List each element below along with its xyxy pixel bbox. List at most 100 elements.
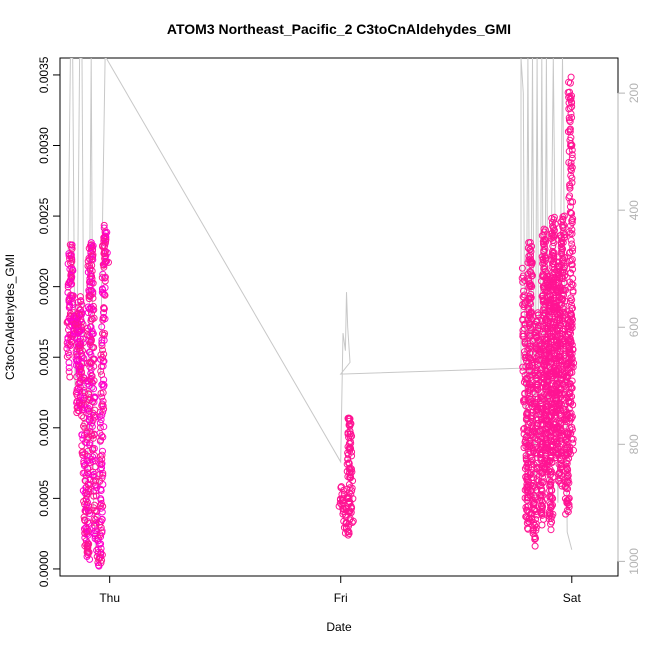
- data-point: [545, 508, 553, 516]
- data-point: [545, 512, 553, 520]
- data-point: [103, 257, 111, 265]
- data-point: [79, 405, 87, 413]
- data-point: [100, 313, 108, 321]
- data-point: [565, 114, 573, 122]
- data-point: [552, 301, 560, 308]
- data-point: [565, 495, 572, 503]
- data-point: [100, 405, 108, 413]
- data-point: [68, 258, 76, 266]
- data-point: [100, 234, 108, 242]
- data-point: [569, 288, 577, 296]
- data-point: [538, 487, 546, 495]
- data-point: [567, 351, 575, 359]
- data-point: [568, 103, 576, 111]
- data-point: [565, 116, 573, 124]
- data-point: [538, 521, 546, 529]
- data-point: [525, 421, 532, 428]
- data-point: [90, 343, 98, 351]
- data-point: [66, 294, 74, 302]
- data-point: [537, 486, 545, 494]
- data-point: [568, 154, 576, 162]
- data-point: [518, 264, 526, 272]
- data-point: [540, 238, 548, 246]
- data-point: [527, 415, 535, 423]
- x-tick-label: Sat: [563, 591, 582, 605]
- data-point: [525, 302, 532, 310]
- data-point: [560, 302, 568, 310]
- data-point: [564, 496, 571, 504]
- data-point: [78, 360, 86, 367]
- data-point: [558, 361, 566, 369]
- data-point: [558, 296, 566, 304]
- data-point: [550, 233, 558, 241]
- data-point: [348, 487, 356, 495]
- data-point: [83, 405, 91, 413]
- data-point: [347, 430, 355, 438]
- data-point: [567, 414, 575, 422]
- data-point: [80, 457, 88, 465]
- data-point: [566, 118, 574, 126]
- data-point: [90, 473, 98, 481]
- data-point: [564, 508, 572, 516]
- data-point: [105, 258, 112, 266]
- y-tick-label: 0.0010: [37, 409, 51, 446]
- data-point: [345, 440, 353, 448]
- data-point: [90, 492, 98, 500]
- data-point: [526, 362, 534, 370]
- data-point: [555, 469, 563, 477]
- x-tick-label: Thu: [99, 591, 120, 605]
- data-point: [68, 243, 76, 251]
- data-point: [346, 507, 354, 515]
- data-point: [568, 210, 576, 217]
- data-point: [78, 401, 86, 409]
- data-point: [63, 339, 71, 347]
- x-tick-label: Fri: [334, 591, 348, 605]
- data-point: [97, 496, 105, 504]
- data-point: [545, 515, 553, 523]
- data-point: [527, 257, 535, 265]
- data-point: [558, 245, 566, 253]
- data-point: [346, 422, 354, 430]
- data-point: [345, 528, 353, 536]
- data-point: [77, 323, 85, 331]
- data-point: [565, 503, 573, 511]
- data-point: [523, 432, 531, 440]
- data-point: [566, 208, 574, 216]
- data-point: [562, 463, 570, 471]
- data-point: [100, 350, 108, 358]
- data-point: [565, 147, 573, 155]
- data-point: [555, 449, 563, 457]
- y-tick-label: 0.0005: [37, 480, 51, 517]
- right-tick-label: 200: [627, 83, 641, 103]
- data-point: [87, 351, 95, 359]
- data-point: [86, 555, 94, 563]
- data-point: [569, 363, 577, 371]
- data-point: [100, 309, 107, 317]
- data-point: [337, 483, 345, 491]
- data-point: [569, 345, 577, 353]
- data-point: [77, 368, 85, 376]
- right-tick-label: 800: [627, 434, 641, 454]
- data-point: [90, 522, 98, 530]
- data-point: [540, 248, 548, 256]
- data-point: [67, 341, 75, 349]
- data-point: [527, 248, 535, 255]
- data-point: [566, 307, 574, 315]
- data-point: [532, 515, 539, 523]
- data-point: [345, 459, 353, 467]
- data-point: [96, 470, 104, 478]
- data-point: [545, 458, 553, 466]
- data-point: [566, 126, 574, 134]
- data-point: [549, 242, 557, 250]
- data-point: [100, 221, 108, 229]
- data-point: [568, 240, 576, 248]
- data-point: [76, 383, 84, 391]
- right-tick-label: 600: [627, 317, 641, 337]
- data-point: [84, 404, 92, 412]
- data-point: [98, 455, 106, 463]
- chart-title: ATOM3 Northeast_Pacific_2 C3toCnAldehyde…: [167, 21, 511, 37]
- data-point: [88, 423, 96, 430]
- data-point: [527, 294, 535, 302]
- data-point: [97, 500, 105, 507]
